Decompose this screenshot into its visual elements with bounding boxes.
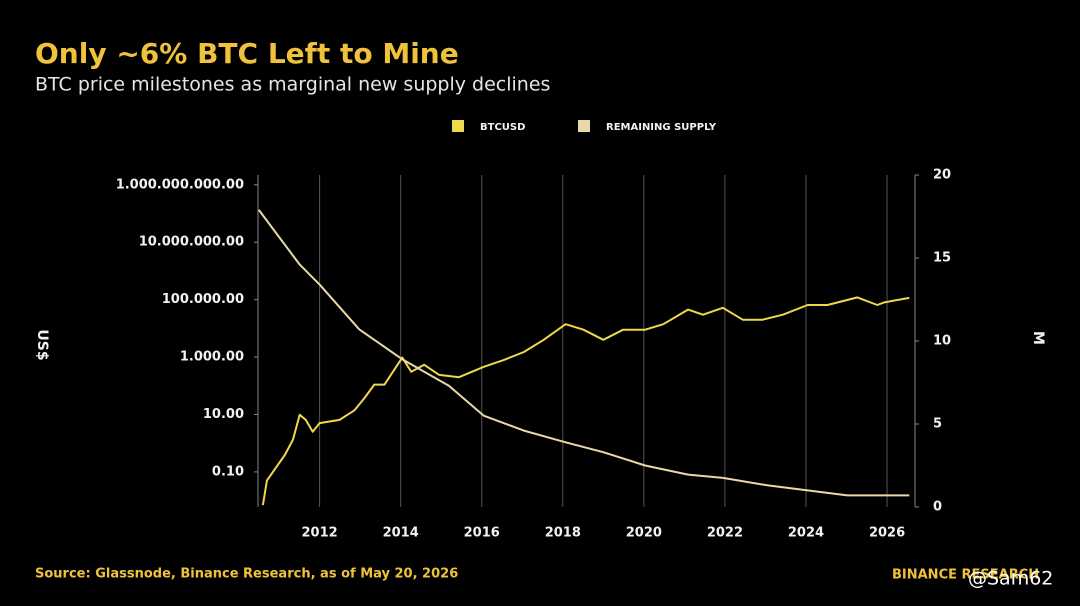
y2-tick-label: 0 bbox=[933, 500, 942, 515]
chart-subtitle: BTC price milestones as marginal new sup… bbox=[35, 74, 550, 96]
legend-label: BTCUSD bbox=[480, 122, 525, 133]
y2-tick-label: 20 bbox=[933, 168, 951, 183]
legend-label: REMAINING SUPPLY bbox=[606, 122, 717, 133]
brand: BINANCE RESEARCH bbox=[892, 568, 1039, 583]
y2-tick-label: 15 bbox=[933, 251, 951, 266]
y2-axis-label: M bbox=[1030, 331, 1046, 345]
y-tick-label: 100.000.00 bbox=[162, 292, 244, 307]
y-axis-label: US$ bbox=[34, 329, 50, 360]
x-tick-label: 2022 bbox=[707, 526, 743, 541]
y-tick-label: 0.10 bbox=[212, 464, 244, 479]
legend-swatch bbox=[578, 120, 590, 132]
watermark: @Sam62 bbox=[968, 568, 1053, 590]
x-tick-label: 2024 bbox=[788, 526, 824, 541]
legend-swatch bbox=[452, 120, 464, 132]
x-tick-label: 2016 bbox=[464, 526, 500, 541]
y2-tick-label: 5 bbox=[933, 417, 942, 432]
series-line bbox=[261, 296, 910, 506]
x-tick-label: 2018 bbox=[545, 526, 581, 541]
y-tick-label: 1.000.00 bbox=[180, 350, 244, 365]
y2-tick-label: 10 bbox=[933, 334, 951, 349]
y-tick-label: 10.000.000.00 bbox=[139, 235, 244, 250]
x-tick-label: 2012 bbox=[302, 526, 338, 541]
x-tick-label: 2014 bbox=[383, 526, 419, 541]
chart-title: Only ~6% BTC Left to Mine bbox=[35, 37, 459, 70]
x-tick-label: 2020 bbox=[626, 526, 662, 541]
source: Source: Glassnode, Binance Research, as … bbox=[35, 567, 458, 582]
series-line bbox=[257, 209, 910, 497]
y-tick-label: 10.00 bbox=[203, 407, 244, 422]
y-tick-label: 1.000.000.000.00 bbox=[116, 177, 244, 192]
x-tick-label: 2026 bbox=[869, 526, 905, 541]
